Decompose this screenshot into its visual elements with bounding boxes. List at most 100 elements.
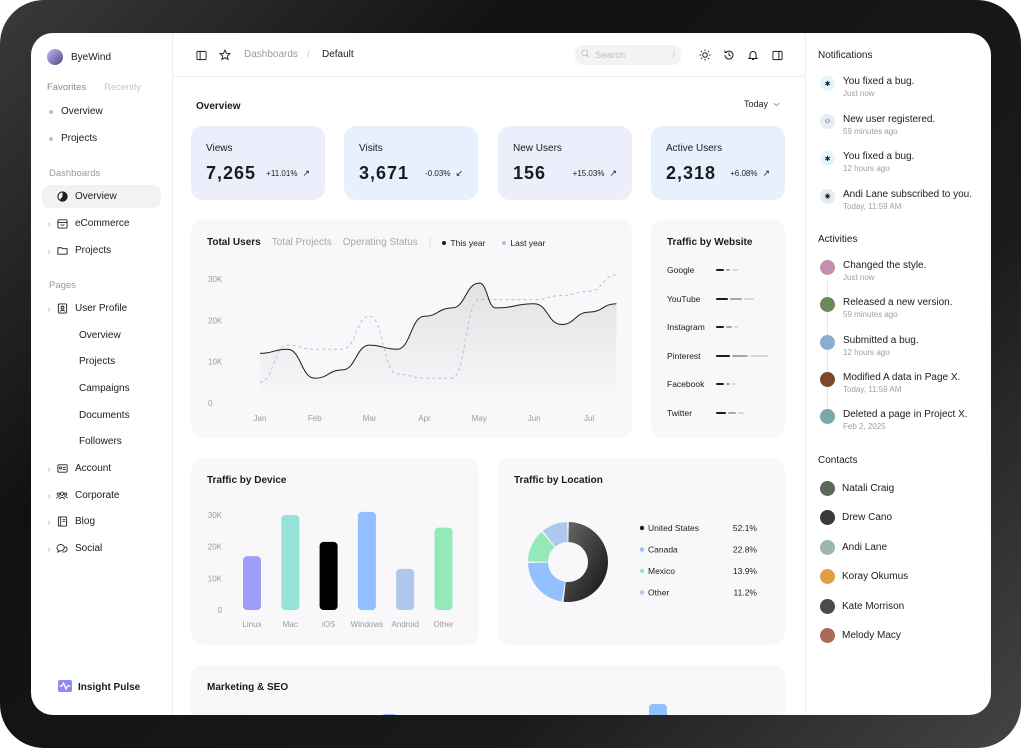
- site-row[interactable]: Facebook: [667, 378, 777, 390]
- stat-label: Visits: [359, 143, 383, 154]
- stat-card-views[interactable]: Views 7,265 +11.01% ↗: [191, 126, 325, 200]
- bar-android[interactable]: [396, 568, 415, 610]
- stat-card-new-users[interactable]: New Users 156 +15.03% ↗: [498, 126, 632, 200]
- tab-favorites[interactable]: Favorites: [47, 82, 87, 93]
- bar-ios[interactable]: [319, 541, 338, 610]
- stat-value: 3,671: [359, 163, 410, 183]
- stat-card-active-users[interactable]: Active Users 2,318 +6.08% ↗: [651, 126, 785, 200]
- favorite-item-overview[interactable]: Overview: [49, 106, 103, 117]
- tab-total-projects[interactable]: Total Projects: [271, 237, 332, 248]
- bar-other[interactable]: [434, 527, 453, 610]
- sidebar-item-ecommerce[interactable]: › eCommerce: [42, 212, 161, 235]
- site-row[interactable]: Instagram: [667, 321, 777, 333]
- site-bar: [744, 297, 754, 300]
- slice-canada[interactable]: [528, 562, 565, 602]
- panel-toggle-icon[interactable]: [771, 49, 783, 61]
- bug-icon: ✱: [820, 151, 835, 166]
- x-tick-label: Windows: [351, 620, 383, 629]
- stat-value: 7,265: [206, 163, 257, 183]
- history-icon[interactable]: [723, 49, 735, 61]
- contact-item[interactable]: Kate Morrison: [820, 598, 904, 614]
- sidebar-item-account[interactable]: › Account: [42, 457, 161, 480]
- site-bar: [750, 354, 768, 357]
- range-select[interactable]: Today: [744, 99, 780, 109]
- activity-item[interactable]: Modified A data in Page X. Today, 11:59 A…: [820, 371, 990, 395]
- pie-icon: [56, 191, 68, 203]
- legend-value: 11.2%: [734, 588, 758, 598]
- notification-body: New user registered. 59 minutes ago: [843, 114, 935, 137]
- contact-item[interactable]: Drew Cano: [820, 510, 892, 526]
- sun-icon[interactable]: [699, 49, 711, 61]
- chevron-right-icon: ›: [47, 218, 51, 229]
- sidebar-item-projects[interactable]: › Projects: [42, 239, 161, 262]
- site-row[interactable]: Google: [667, 264, 777, 276]
- tab-operating-status[interactable]: Operating Status: [342, 237, 418, 248]
- contact-item[interactable]: Koray Okumus: [820, 569, 908, 585]
- star-icon[interactable]: [219, 49, 231, 61]
- sidebar-subitem-followers[interactable]: Followers: [79, 436, 122, 447]
- sidebar-item-corporate[interactable]: › Corporate: [42, 484, 161, 507]
- tab-total-users[interactable]: Total Users: [207, 237, 261, 248]
- activity-text: Changed the style.: [843, 260, 927, 271]
- sidebar-item-blog[interactable]: › Blog: [42, 510, 161, 533]
- notifications-title: Notifications: [818, 50, 873, 61]
- traffic-device-card: Traffic by Device 0 10K 20K 30K Linux Mac iOS W…: [191, 458, 479, 645]
- avatar: [820, 569, 835, 585]
- stat-label: Active Users: [666, 143, 723, 154]
- sidebar-subitem-projects[interactable]: Projects: [79, 356, 116, 367]
- slice-united-states[interactable]: [563, 522, 609, 602]
- breadcrumb-dashboards[interactable]: Dashboards: [244, 49, 298, 60]
- activity-item[interactable]: Changed the style. Just now: [820, 260, 990, 283]
- stat-value: 156: [513, 163, 547, 183]
- activity-item[interactable]: Submitted a bug. 12 hours ago: [820, 334, 990, 358]
- sidebar-toggle-icon[interactable]: [195, 49, 207, 61]
- avatar: [47, 49, 63, 65]
- footer-brand[interactable]: Insight Pulse: [58, 680, 140, 695]
- x-tick-label: Apr: [418, 414, 431, 423]
- bar-mac[interactable]: [281, 515, 300, 610]
- avatar: [820, 510, 835, 526]
- avatar: [820, 260, 835, 275]
- notification-item[interactable]: ✱ You fixed a bug. Just now: [820, 76, 990, 99]
- sidebar-item-overview[interactable]: Overview: [42, 185, 161, 208]
- bell-icon[interactable]: [747, 49, 759, 61]
- chevron-right-icon: ›: [47, 543, 51, 554]
- favorite-item-projects[interactable]: Projects: [49, 133, 97, 144]
- users-icon: [56, 490, 68, 502]
- sidebar-item-user-profile[interactable]: › User Profile: [42, 297, 161, 320]
- sidebar-subitem-overview[interactable]: Overview: [79, 330, 121, 341]
- bar-linux[interactable]: [243, 556, 261, 610]
- sidebar-subitem-documents[interactable]: Documents: [79, 410, 130, 421]
- contact-item[interactable]: Andi Lane: [820, 539, 887, 555]
- x-tick-label: Linux: [242, 620, 261, 629]
- site-row[interactable]: Pinterest: [667, 350, 777, 362]
- notification-text: You fixed a bug.: [843, 76, 915, 87]
- notification-item[interactable]: ◉ Andi Lane subscribed to you. Today, 11:5…: [820, 188, 990, 212]
- site-bar: [726, 326, 732, 328]
- notification-time: Just now: [843, 89, 875, 98]
- slice-mexico[interactable]: [528, 532, 555, 562]
- site-name: Instagram: [667, 322, 705, 332]
- notification-item[interactable]: ✱ You fixed a bug. 12 hours ago: [820, 151, 990, 174]
- legend-this-year: This year: [442, 238, 485, 248]
- contact-item[interactable]: Melody Macy: [820, 628, 901, 643]
- activity-item[interactable]: Released a new version. 59 minutes ago: [820, 297, 990, 320]
- activity-time: Today, 11:59 AM: [843, 384, 902, 394]
- contact-item[interactable]: Natali Craig: [820, 481, 894, 496]
- stat-card-visits[interactable]: Visits 3,671 -0.03% ↙: [344, 126, 478, 200]
- search-input[interactable]: [595, 49, 663, 61]
- sidebar-item-social[interactable]: › Social: [42, 537, 161, 560]
- site-row[interactable]: Twitter: [667, 407, 777, 419]
- legend-dot: [639, 525, 645, 531]
- tab-recently[interactable]: Recently: [104, 82, 142, 93]
- slice-other[interactable]: [542, 522, 568, 547]
- notification-text: New user registered.: [843, 113, 936, 125]
- activity-item[interactable]: Deleted a page in Project X. Feb 2, 2025: [820, 409, 990, 432]
- bar-windows[interactable]: [357, 511, 376, 610]
- brand[interactable]: ByeWind: [47, 49, 111, 65]
- site-row[interactable]: YouTube: [667, 293, 777, 305]
- notification-item[interactable]: ☺ New user registered. 59 minutes ago: [820, 113, 990, 137]
- site-bar: [716, 411, 726, 414]
- sidebar-subitem-campaigns[interactable]: Campaigns: [79, 383, 130, 394]
